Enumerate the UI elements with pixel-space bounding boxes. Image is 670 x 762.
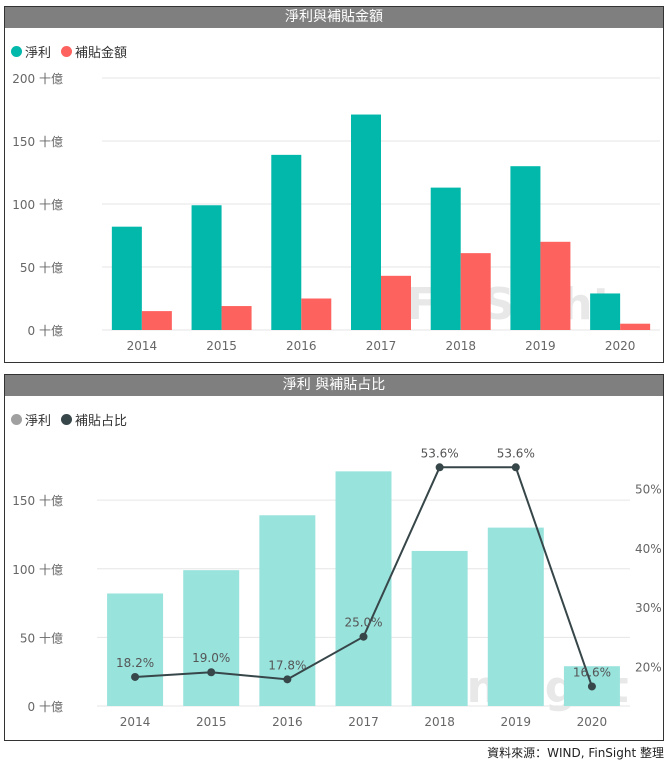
bar-net-profit-2014 (111, 226, 142, 330)
bar-subsidy-amount-2014 (141, 311, 172, 330)
bar-net-profit-2019 (487, 527, 544, 706)
x-tick-label: 2017 (366, 339, 397, 353)
y-left-tick-label: 50 十億 (20, 631, 63, 645)
bar-subsidy-amount-2020 (620, 323, 651, 330)
point-subsidy-ratio-2015 (207, 668, 216, 677)
y-tick-label: 50 十億 (20, 261, 63, 275)
x-tick-label: 2018 (445, 339, 476, 353)
x-tick-label: 2015 (206, 339, 237, 353)
y-left-tick-label: 150 十億 (12, 494, 63, 508)
y-tick-label: 200 十億 (12, 72, 63, 86)
chart2-legend: 淨利 補貼占比 (11, 410, 137, 429)
bar-net-profit-2018 (430, 187, 461, 330)
y-tick-label: 100 十億 (12, 198, 63, 212)
data-label-subsidy-ratio: 25.0% (344, 616, 382, 630)
x-tick-label: 2019 (525, 339, 556, 353)
net-profit-subsidy-amount-panel: 淨利與補貼金額 淨利 補貼金額 FinSight 0 十億 50 十億 100 十億 1… (4, 6, 664, 363)
bar-subsidy-amount-2019 (540, 241, 571, 330)
bar-subsidy-amount-2016 (301, 298, 332, 330)
x-tick-label: 2019 (501, 715, 532, 729)
y-tick-label: 150 十億 (12, 135, 63, 149)
bar-net-profit-2018 (411, 550, 468, 706)
x-tick-label: 2014 (120, 715, 151, 729)
legend-label-net-profit-2: 淨利 (25, 414, 52, 429)
legend-swatch-subsidy-ratio (61, 414, 73, 425)
bar-net-profit-2019 (510, 166, 541, 330)
bar-net-profit-2017 (351, 114, 381, 330)
x-tick-label: 2020 (577, 715, 608, 729)
point-subsidy-ratio-2018 (435, 463, 444, 472)
point-subsidy-ratio-2016 (283, 675, 292, 684)
bar-net-profit-2015 (183, 570, 240, 706)
y-left-tick-label: 0 十億 (28, 700, 63, 714)
bar-net-profit-2017 (335, 471, 392, 706)
legend-label-net-profit: 淨利 (25, 46, 52, 61)
bar-subsidy-amount-2017 (381, 275, 411, 330)
x-tick-label: 2016 (272, 715, 303, 729)
legend-label-subsidy-amount: 補貼金額 (75, 46, 128, 61)
y-right-tick-label: 20% (635, 660, 662, 674)
y-right-tick-label: 50% (635, 483, 662, 497)
bar-subsidy-amount-2015 (221, 306, 252, 330)
x-tick-label: 2018 (424, 715, 455, 729)
x-tick-label: 2016 (286, 339, 317, 353)
point-subsidy-ratio-2017 (359, 632, 368, 641)
data-label-subsidy-ratio: 17.8% (268, 658, 306, 672)
legend-swatch-net-profit-2 (11, 414, 22, 425)
data-label-subsidy-ratio: 16.6% (573, 665, 611, 679)
y-left-tick-label: 100 十億 (12, 563, 63, 577)
point-subsidy-ratio-2014 (131, 672, 140, 681)
legend-swatch-subsidy-amount (61, 46, 73, 57)
data-label-subsidy-ratio: 19.0% (192, 651, 230, 665)
x-tick-label: 2014 (127, 339, 158, 353)
bar-net-profit-2020 (590, 293, 621, 330)
point-subsidy-ratio-2019 (511, 463, 520, 472)
x-tick-label: 2017 (348, 715, 379, 729)
point-subsidy-ratio-2020 (587, 682, 596, 691)
legend-item-subsidy-ratio[interactable]: 補貼占比 (61, 410, 127, 429)
chart1-legend: 淨利 補貼金額 (11, 42, 137, 61)
bar-subsidy-amount-2018 (460, 253, 491, 330)
y-right-tick-label: 40% (635, 542, 662, 556)
bar-net-profit-2014 (107, 593, 164, 706)
x-tick-label: 2020 (605, 339, 636, 353)
bar-net-profit-2016 (271, 154, 302, 330)
legend-item-net-profit-2[interactable]: 淨利 (11, 410, 51, 429)
bar-net-profit-2016 (259, 515, 316, 706)
legend-label-subsidy-ratio: 補貼占比 (75, 414, 128, 429)
x-tick-label: 2015 (196, 715, 227, 729)
source-note: 資料來源：WIND, FinSight 整理 (487, 746, 664, 760)
y-right-tick-label: 30% (635, 601, 662, 615)
data-label-subsidy-ratio: 18.2% (116, 656, 154, 670)
y-tick-label: 0 十億 (28, 324, 63, 338)
legend-item-subsidy-amount[interactable]: 補貼金額 (61, 42, 127, 61)
chart1-title: 淨利與補貼金額 (5, 7, 663, 28)
chart2-title: 淨利 與補貼占比 (5, 375, 663, 396)
legend-swatch-net-profit (11, 46, 22, 57)
data-label-subsidy-ratio: 53.6% (497, 446, 535, 460)
bar-net-profit-2015 (191, 205, 222, 330)
legend-item-net-profit[interactable]: 淨利 (11, 42, 51, 61)
data-label-subsidy-ratio: 53.6% (421, 446, 459, 460)
